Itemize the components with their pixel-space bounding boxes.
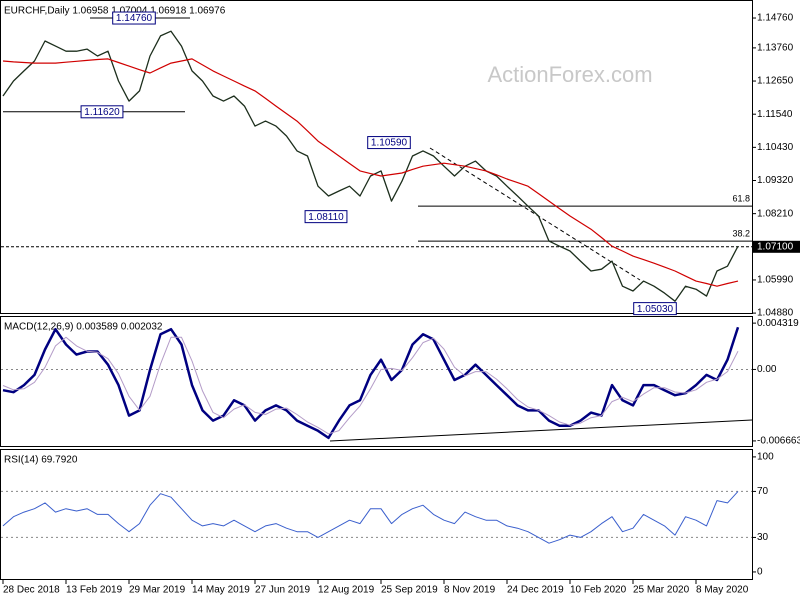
annotation-box: [304, 210, 348, 224]
price-line-label: 1.07100: [757, 241, 794, 252]
fib-label: 38.2: [732, 229, 750, 239]
y-tick-label: 1.14760: [757, 13, 794, 24]
panel-title: RSI(14) 69.7920: [4, 455, 78, 466]
series-line: [2, 336, 739, 435]
x-tick-label: 10 Feb 2020: [570, 585, 627, 596]
annotation-label: 1.08110: [308, 212, 344, 223]
series-line: [2, 30, 739, 302]
annotation-box: [367, 136, 411, 150]
watermark: ActionForex.com: [487, 62, 652, 87]
rsi-panel: [0, 449, 753, 580]
annotation-box: [633, 302, 677, 316]
fib-label: 61.8: [732, 194, 750, 204]
series-line: [2, 326, 740, 440]
y-tick-label: 70: [757, 486, 769, 497]
y-tick-label: 1.12650: [757, 76, 794, 87]
y-tick-label: 1.04880: [757, 308, 794, 319]
macd-trend-line: [329, 419, 753, 442]
y-tick-label: 0: [757, 567, 763, 578]
y-tick-label: 1.11540: [757, 109, 793, 120]
x-tick-label: 8 May 2020: [696, 585, 749, 596]
x-tick-label: 29 Mar 2019: [129, 585, 186, 596]
y-tick-label: 1.09320: [757, 175, 794, 186]
annotation-label: 1.10590: [371, 138, 408, 149]
annotation-label: 1.14760: [116, 13, 153, 24]
panel-title: MACD(12,26,9) 0.003589 0.002032: [4, 322, 163, 333]
series-line: [2, 491, 739, 544]
macd-panel: [0, 316, 753, 447]
x-tick-label: 13 Feb 2019: [66, 585, 123, 596]
y-tick-label: 1.10430: [757, 142, 794, 153]
y-tick-label: -0.006663: [757, 436, 800, 447]
x-tick-label: 28 Dec 2018: [3, 585, 60, 596]
panel-title: EURCHF,Daily 1.06958 1.07004 1.06918 1.0…: [4, 6, 226, 17]
y-tick-label: 0.00: [757, 364, 777, 375]
trend-line: [429, 147, 641, 281]
series-line: [2, 58, 739, 287]
x-tick-label: 27 Jun 2019: [255, 585, 310, 596]
x-tick-label: 25 Mar 2020: [633, 585, 690, 596]
x-tick-label: 12 Aug 2019: [318, 585, 375, 596]
y-tick-label: 1.13760: [757, 43, 794, 54]
x-tick-label: 24 Dec 2019: [507, 585, 564, 596]
y-tick-label: 1.05990: [757, 275, 794, 286]
price-panel: [0, 0, 753, 314]
price-line-box: [752, 240, 800, 253]
annotation-label: 1.05030: [637, 304, 674, 315]
annotation-box: [112, 11, 156, 25]
y-tick-label: 0.004319: [757, 318, 799, 329]
annotation-box: [80, 105, 124, 119]
annotation-label: 1.11620: [84, 107, 120, 118]
y-tick-label: 1.08210: [757, 208, 794, 219]
y-tick-label: 100: [757, 452, 774, 463]
x-tick-label: 8 Nov 2019: [444, 585, 496, 596]
x-tick-label: 14 May 2019: [192, 585, 250, 596]
x-tick-label: 25 Sep 2019: [381, 585, 438, 596]
y-tick-label: 30: [757, 532, 769, 543]
